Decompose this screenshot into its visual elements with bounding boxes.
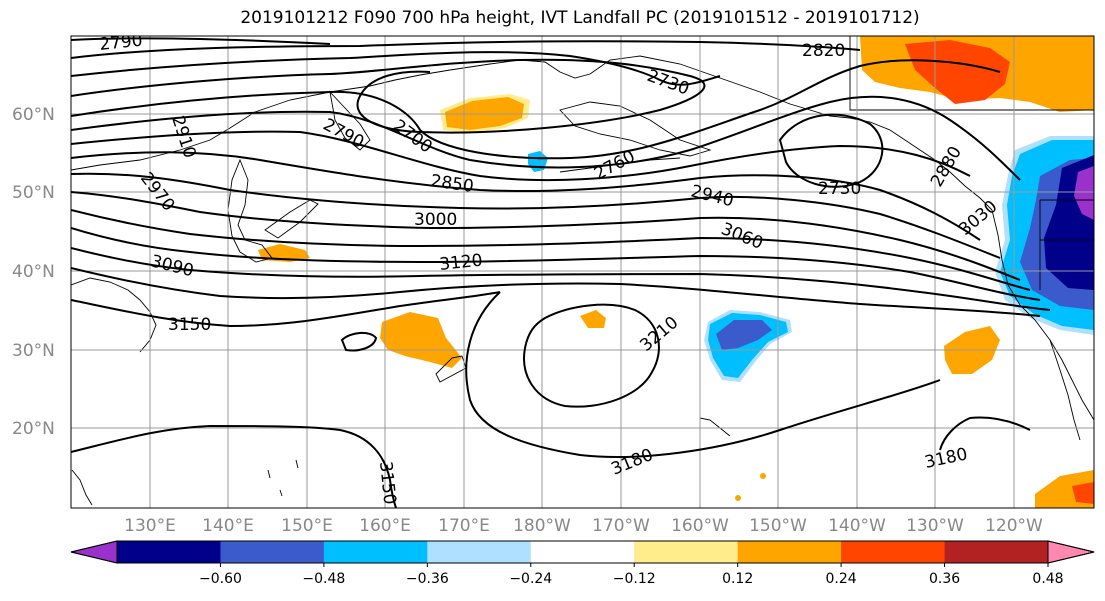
colorbar-tick-label: 0.24 <box>826 571 857 587</box>
lon-label: 170°E <box>438 516 490 536</box>
colorbar-tick-label: −0.60 <box>199 571 242 587</box>
graticule <box>71 36 1094 508</box>
lat-label: 40°N <box>12 262 55 282</box>
lon-label: 160°W <box>671 516 729 536</box>
lat-label: 50°N <box>12 183 55 203</box>
contour-label: 2790 <box>98 31 143 55</box>
contour-label: 3150 <box>375 460 399 505</box>
colorbar-tick-label: −0.36 <box>406 571 449 587</box>
height-contours <box>71 37 1051 508</box>
lon-label: 120°W <box>985 516 1043 536</box>
ivt-strong-positive-area <box>905 40 1010 104</box>
colorbar-tick-label: −0.24 <box>509 571 552 587</box>
contour-label: 3150 <box>168 315 211 335</box>
map-title: 2019101212 F090 700 hPa height, IVT Land… <box>240 8 920 28</box>
ivt-positive-area <box>380 312 462 368</box>
colorbar-tick-labels: −0.60 −0.48 −0.36 −0.24 −0.12 0.12 0.24 0.36 0.4… <box>199 563 1064 587</box>
map-frame <box>70 35 1095 509</box>
colorbar-segment <box>944 541 1049 563</box>
ivt-shading <box>258 36 1094 508</box>
colorbar-tick-label: −0.12 <box>613 571 656 587</box>
contour-label: 3000 <box>414 210 457 230</box>
ivt-negative-area <box>1074 166 1094 220</box>
colorbar-tick-label: 0.48 <box>1032 571 1063 587</box>
colorbar-tick-label: 0.36 <box>929 571 960 587</box>
lon-label: 180°W <box>513 516 571 536</box>
ivt-positive-area <box>580 310 606 328</box>
contour-label: 3120 <box>438 251 483 275</box>
ivt-positive-area <box>258 244 310 262</box>
lon-label: 150°E <box>281 516 333 536</box>
colorbar-frame <box>70 540 1095 564</box>
colorbar-min-extend-arrow <box>70 540 118 564</box>
colorbar-segments <box>117 541 1049 563</box>
ivt-negative-area <box>716 320 772 350</box>
colorbar-segment <box>530 541 635 563</box>
lat-label: 20°N <box>12 419 55 439</box>
lon-label: 170°W <box>592 516 650 536</box>
lon-label: 160°E <box>359 516 411 536</box>
lon-label: 130°W <box>906 516 964 536</box>
lon-label: 150°W <box>749 516 807 536</box>
longitude-labels: 130°E 140°E 150°E 160°E 170°E 180°W 170°… <box>124 516 1043 536</box>
latitude-labels: 60°N 50°N 40°N 30°N 20°N <box>12 105 55 439</box>
lat-label: 60°N <box>12 105 55 125</box>
contour-label: 2730 <box>818 179 861 199</box>
colorbar-segment <box>323 541 428 563</box>
colorbar-segment <box>220 541 325 563</box>
colorbar-max-extend-arrow <box>1047 540 1095 564</box>
colorbar-segment <box>427 541 532 563</box>
colorbar-tick-label: −0.48 <box>302 571 345 587</box>
contour-label: 2820 <box>802 41 845 61</box>
colorbar-segment <box>117 541 221 563</box>
lon-label: 140°W <box>828 516 886 536</box>
lon-label: 130°E <box>124 516 176 536</box>
map-panel: 2790 2820 2730 2910 2790 2700 2760 2970 … <box>71 31 1094 508</box>
colorbar: −0.60 −0.48 −0.36 −0.24 −0.12 0.12 0.24 0.36 0.4… <box>70 540 1095 587</box>
colorbar-segment <box>737 541 842 563</box>
colorbar-tick-label: 0.12 <box>722 571 753 587</box>
coastlines <box>71 36 1094 506</box>
colorbar-segment <box>634 541 739 563</box>
colorbar-segment <box>841 541 946 563</box>
lon-label: 140°E <box>202 516 254 536</box>
ivt-strong-positive-area <box>1072 482 1094 504</box>
lat-label: 30°N <box>12 341 55 361</box>
